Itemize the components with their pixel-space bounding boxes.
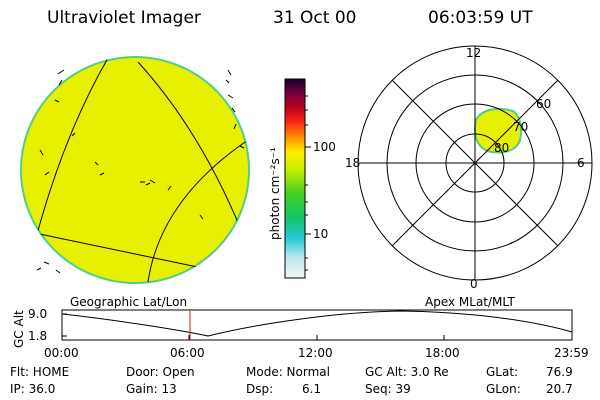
flight-info: Flt: HOME <box>10 365 70 379</box>
geographic-caption: Geographic Lat/Lon <box>70 295 188 309</box>
mlt-label-12: 12 <box>466 46 482 60</box>
mlt-label-6: 6 <box>577 156 585 170</box>
date-label: 31 Oct 00 <box>273 8 357 28</box>
colorbar-label-10: 10 <box>313 227 329 241</box>
ip-info: IP: 36.0 <box>10 382 56 396</box>
polar-grid <box>357 45 593 281</box>
door-info: Door: Open <box>126 365 195 379</box>
earth-image <box>20 56 250 284</box>
time-tick-1800: 18:00 <box>425 346 460 360</box>
earth-disc <box>20 56 250 284</box>
time-tick-0000: 00:00 <box>44 346 79 360</box>
mode-info: Mode: Normal <box>246 365 330 379</box>
seq-info: Seq: 39 <box>365 382 411 396</box>
time-tick-2359: 23:59 <box>554 346 589 360</box>
colorbar-scale <box>284 78 306 279</box>
glat-value: 76.9 <box>546 365 573 379</box>
mlat-label-70: 70 <box>513 120 529 134</box>
mlt-label-0: 0 <box>470 277 478 291</box>
altitude-panel <box>61 309 573 341</box>
polar-plot <box>357 45 593 281</box>
altitude-ytick-high: 9.0 <box>28 307 48 321</box>
auroral-oval <box>474 107 523 154</box>
coastline-fragments <box>36 69 245 274</box>
colorbar-label-100: 100 <box>313 140 336 154</box>
gain-info: Gain: 13 <box>126 382 177 396</box>
altitude-curve <box>61 310 573 337</box>
colorbar <box>284 78 311 279</box>
time-tick-1200: 12:00 <box>298 346 333 360</box>
colorbar-minor-ticks <box>305 95 308 271</box>
time-tick-0600: 06:00 <box>170 346 205 360</box>
mlat-label-60: 60 <box>536 97 552 111</box>
time-label: 06:03:59 UT <box>428 8 533 28</box>
altitude-ytick-low: 1.8 <box>28 329 48 343</box>
altitude-ylabel: GC Alt <box>12 310 26 348</box>
dsp-value: 6.1 <box>302 382 322 396</box>
dsp-label: Dsp: <box>246 382 274 396</box>
glat-label: GLat: <box>486 365 519 379</box>
glon-label: GLon: <box>486 382 521 396</box>
altitude-xticks <box>61 335 573 340</box>
mlat-label-80: 80 <box>494 141 510 155</box>
colorbar-unit-label: photon cm⁻²s⁻¹ <box>268 147 282 240</box>
instrument-title: Ultraviolet Imager <box>47 8 201 28</box>
gc-alt-info: GC Alt: 3.0 Re <box>365 365 449 379</box>
mlt-label-18: 18 <box>345 156 361 170</box>
glon-value: 20.7 <box>546 382 573 396</box>
apex-caption: Apex MLat/MLT <box>425 295 515 309</box>
